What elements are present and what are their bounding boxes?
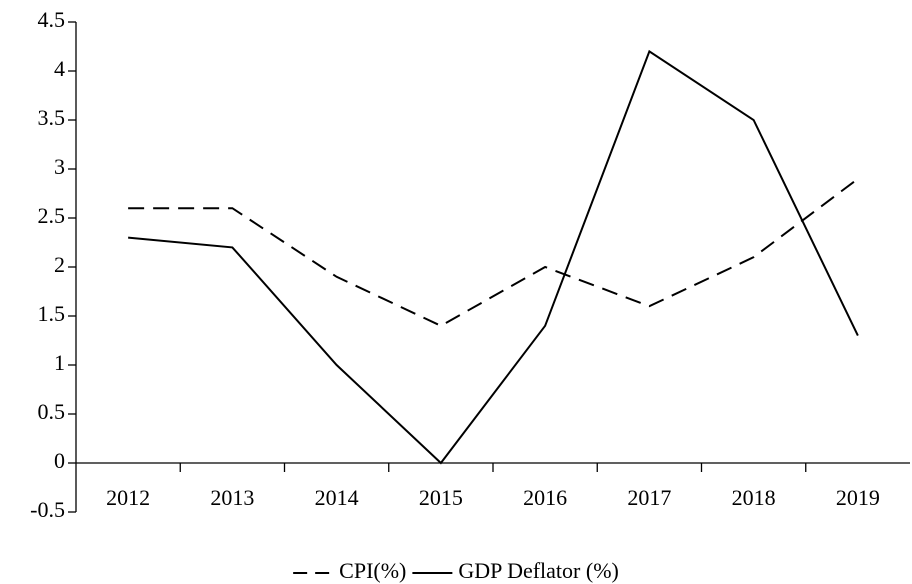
y-tick-label: 1.5 [38,301,66,326]
series-line [128,49,859,465]
y-tick-label: 3.5 [38,105,66,130]
y-tick-label: 1 [54,350,65,375]
x-tick-label: 2019 [836,485,880,510]
x-tick-label: 2016 [523,485,567,510]
legend-label: CPI(%) [339,558,406,583]
y-tick-label: -0.5 [30,497,65,522]
y-tick-label: 3 [54,154,65,179]
x-tick-label: 2018 [732,485,776,510]
legend-label: GDP Deflator (%) [458,558,618,583]
x-tick-label: 2015 [419,485,463,510]
y-tick-label: 2.5 [38,203,66,228]
y-tick-label: 4 [54,56,65,81]
series-line [128,178,859,327]
x-tick-label: 2013 [210,485,254,510]
y-tick-label: 0 [54,448,65,473]
x-tick-label: 2017 [627,485,671,510]
x-tick-label: 2014 [315,485,359,510]
y-tick-label: 2 [54,252,65,277]
y-tick-label: 4.5 [38,7,66,32]
y-tick-label: 0.5 [38,399,66,424]
x-tick-label: 2012 [106,485,150,510]
